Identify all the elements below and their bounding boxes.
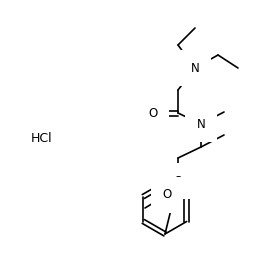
Text: N: N [197, 118, 205, 131]
Text: HCl: HCl [30, 132, 52, 145]
Text: O: O [173, 175, 183, 188]
Text: O: O [148, 106, 158, 119]
Text: N: N [191, 61, 199, 75]
Text: O: O [162, 189, 172, 202]
